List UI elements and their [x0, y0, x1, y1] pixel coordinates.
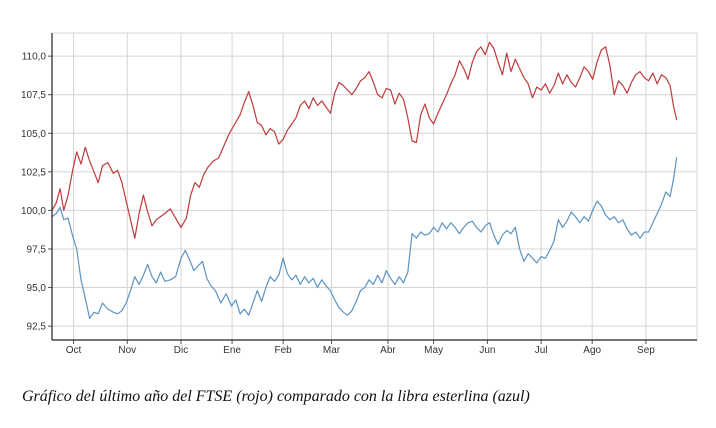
x-tick-label: Oct	[66, 345, 82, 356]
gbp-series-line	[51, 157, 678, 319]
x-tick-label: Nov	[118, 345, 136, 356]
y-tick-label: 105,0	[21, 129, 46, 140]
y-tick-label: 92,5	[27, 322, 47, 333]
y-tick-label: 102,5	[21, 167, 46, 178]
x-tick-label: May	[424, 345, 443, 356]
x-tick-label: Abr	[380, 345, 396, 356]
x-axis-tick-labels: Oct Nov Dic Ene Feb Mar Abr May Jun Jul Ago Sep	[66, 345, 656, 356]
chart-caption: Gráfico del último año del FTSE (rojo) c…	[22, 388, 530, 405]
line-chart: 92,5 95,0 97,5 100,0 102,5 105,0 107,5 110,0 Oc…	[21, 32, 698, 356]
x-tick-label: Ene	[223, 345, 241, 356]
x-tick-label: Jun	[479, 345, 495, 356]
ftse-series-line	[51, 41, 678, 239]
axes	[48, 33, 697, 344]
x-tick-label: Jul	[535, 345, 548, 356]
grid-lines	[52, 32, 698, 340]
x-tick-label: Sep	[637, 345, 655, 356]
x-tick-label: Mar	[323, 345, 341, 356]
series-lines	[51, 41, 678, 319]
y-tick-label: 97,5	[27, 244, 47, 255]
y-axis-tick-labels: 92,5 95,0 97,5 100,0 102,5 105,0 107,5 110,0	[21, 52, 46, 333]
y-tick-label: 110,0	[22, 52, 47, 63]
x-tick-label: Feb	[275, 345, 293, 356]
x-tick-label: Dic	[174, 345, 188, 356]
y-tick-label: 107,5	[21, 90, 46, 101]
y-tick-label: 100,0	[21, 206, 46, 217]
y-tick-label: 95,0	[27, 283, 47, 294]
x-tick-label: Ago	[583, 345, 601, 356]
